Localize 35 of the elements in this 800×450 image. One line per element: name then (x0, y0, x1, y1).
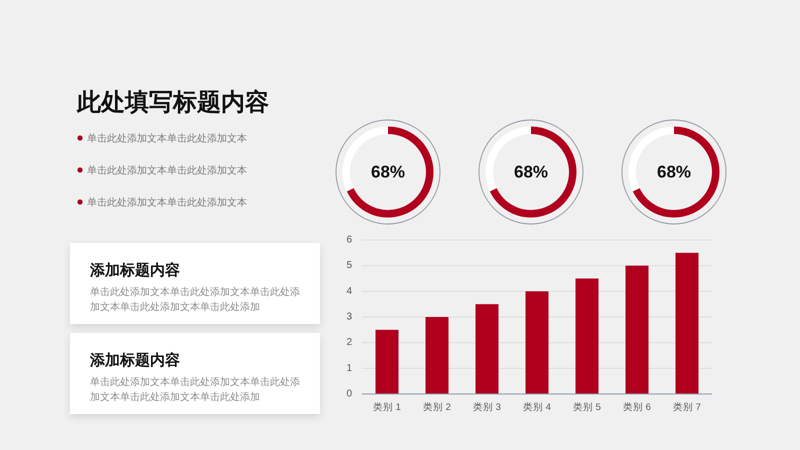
text: 单击此处添加文本单击此处添加文本 (87, 132, 247, 144)
data-label: 68% (656, 162, 692, 182)
x-tick-label: 类别 3 (473, 401, 501, 413)
x-tick-label: 类别 4 (523, 401, 551, 413)
x-tick-label: 类别 2 (423, 401, 451, 413)
bar (376, 330, 398, 394)
text: 单击此处添加文本单击此处添加文本单击此处添加文本单击此处添加文本单击此处添加 (90, 376, 300, 403)
x-tick-label: 类别 7 (673, 401, 701, 413)
y-tick-label: 3 (346, 312, 352, 322)
text: 此处填写标题内容 (76, 89, 269, 116)
bar (526, 291, 548, 394)
text: 单击此处添加文本单击此处添加文本单击此处添加文本单击此处添加文本单击此处添加 (90, 286, 300, 313)
bar (676, 252, 698, 394)
bar (476, 304, 498, 394)
data-label: 68% (370, 162, 406, 182)
donut-slice (490, 126, 576, 218)
text: 添加标题内容 (89, 351, 180, 369)
x-tick-label: 类别 6 (623, 401, 651, 413)
y-tick-label: 6 (346, 234, 352, 246)
y-tick-label: 5 (346, 260, 352, 272)
donut-slice (346, 126, 434, 218)
text: 添加标题内容 (89, 261, 180, 279)
bar (426, 317, 448, 394)
data-label: 68% (514, 162, 548, 182)
bar (576, 278, 598, 394)
donut-slice (632, 126, 720, 218)
y-tick-label: 1 (346, 362, 352, 374)
text: 单击此处添加文本单击此处添加文本 (87, 164, 247, 176)
x-tick-label: 类别 1 (373, 401, 401, 413)
y-tick-label: 2 (346, 337, 352, 348)
y-tick-label: 4 (346, 286, 352, 297)
bar (626, 266, 648, 394)
x-tick-label: 类别 5 (573, 401, 601, 413)
text: 单击此处添加文本单击此处添加文本 (87, 196, 247, 208)
y-tick-label: 0 (346, 388, 352, 400)
